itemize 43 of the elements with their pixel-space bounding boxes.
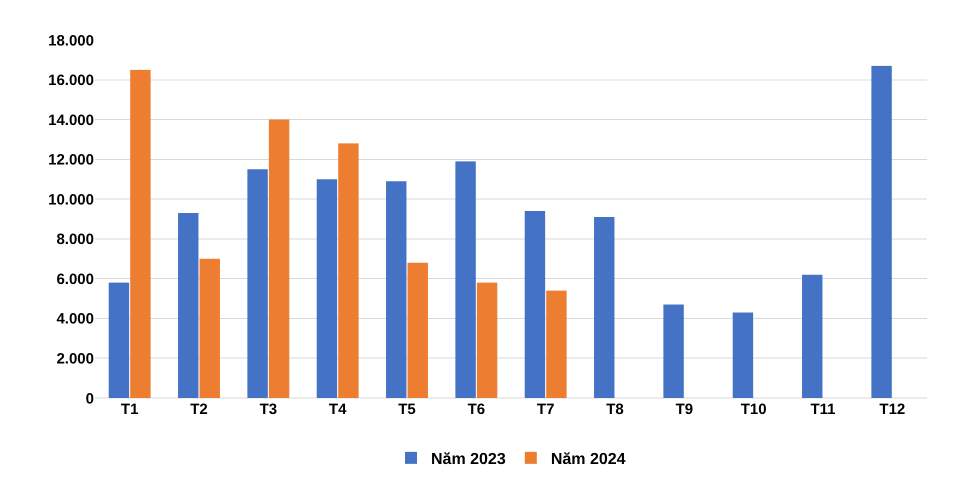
y-tick-label: 6.000 bbox=[56, 270, 94, 288]
bar bbox=[476, 282, 498, 398]
bar bbox=[871, 66, 892, 398]
bar bbox=[732, 312, 754, 398]
bar bbox=[524, 211, 546, 398]
bar bbox=[408, 262, 428, 398]
bar bbox=[386, 181, 406, 398]
y-tick-label: 10.000 bbox=[48, 191, 94, 208]
bar bbox=[663, 304, 684, 398]
y-tick-label: 18.000 bbox=[48, 32, 94, 50]
x-tick-label: T4 bbox=[328, 401, 348, 418]
x-tick-label: T9 bbox=[676, 401, 694, 418]
bar bbox=[316, 179, 338, 398]
x-tick-label: T1 bbox=[120, 401, 138, 418]
bar bbox=[200, 258, 220, 398]
bar bbox=[546, 290, 567, 398]
y-tick-label: 16.000 bbox=[48, 72, 94, 90]
x-tick-label: T11 bbox=[810, 401, 836, 418]
y-tick-label: 12.000 bbox=[48, 152, 94, 169]
y-tick-label: 4.000 bbox=[56, 310, 94, 328]
bar bbox=[802, 274, 822, 398]
y-tick-label: 8.000 bbox=[56, 231, 94, 248]
legend-label: Năm 2023 bbox=[431, 451, 506, 468]
x-tick-label: T12 bbox=[879, 401, 906, 418]
y-tick-label: 2.000 bbox=[56, 350, 94, 368]
x-tick-label: T5 bbox=[398, 401, 416, 418]
bar bbox=[247, 169, 268, 398]
bar bbox=[268, 120, 290, 398]
bar bbox=[594, 217, 614, 398]
bar bbox=[455, 161, 476, 398]
y-tick-label: 0 bbox=[86, 390, 94, 408]
legend-label: Năm 2024 bbox=[550, 451, 626, 468]
x-tick-label: T3 bbox=[260, 401, 278, 418]
bar bbox=[130, 70, 151, 398]
bar bbox=[108, 282, 130, 398]
x-tick-label: T2 bbox=[190, 401, 208, 418]
bar bbox=[338, 143, 359, 398]
x-tick-label: T7 bbox=[536, 401, 554, 418]
x-tick-label: T8 bbox=[606, 401, 624, 418]
y-tick-label: 14.000 bbox=[48, 112, 94, 129]
bar bbox=[178, 213, 198, 398]
x-tick-label: T6 bbox=[468, 401, 486, 418]
x-tick-label: T10 bbox=[740, 401, 767, 418]
